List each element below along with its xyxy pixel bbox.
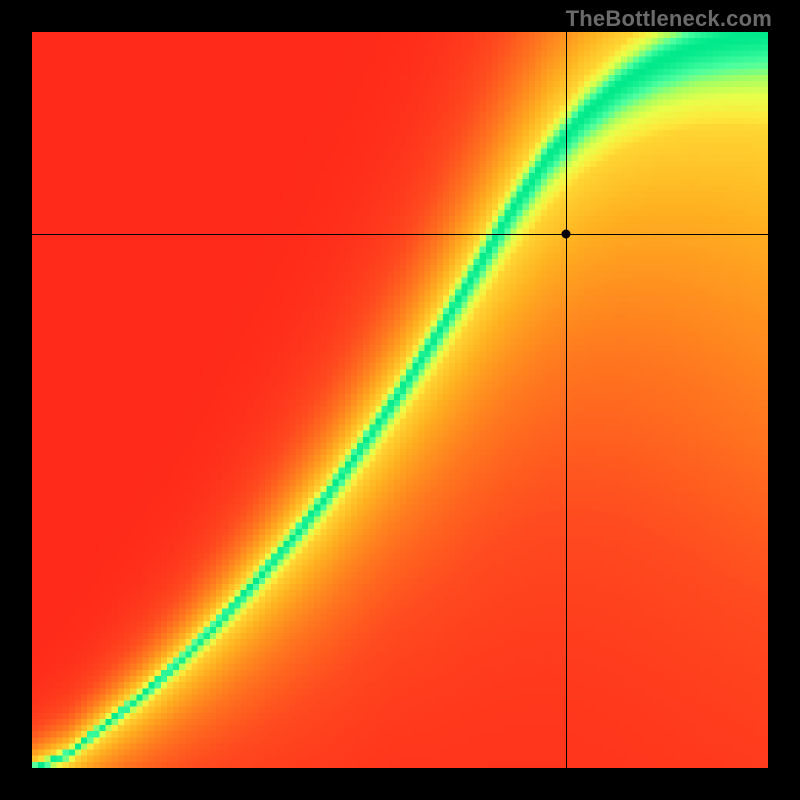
heatmap-plot [32, 32, 768, 768]
heatmap-canvas [32, 32, 768, 768]
crosshair-marker [561, 230, 570, 239]
watermark-text: TheBottleneck.com [566, 6, 772, 32]
crosshair-vertical [566, 32, 567, 768]
crosshair-horizontal [32, 234, 768, 235]
